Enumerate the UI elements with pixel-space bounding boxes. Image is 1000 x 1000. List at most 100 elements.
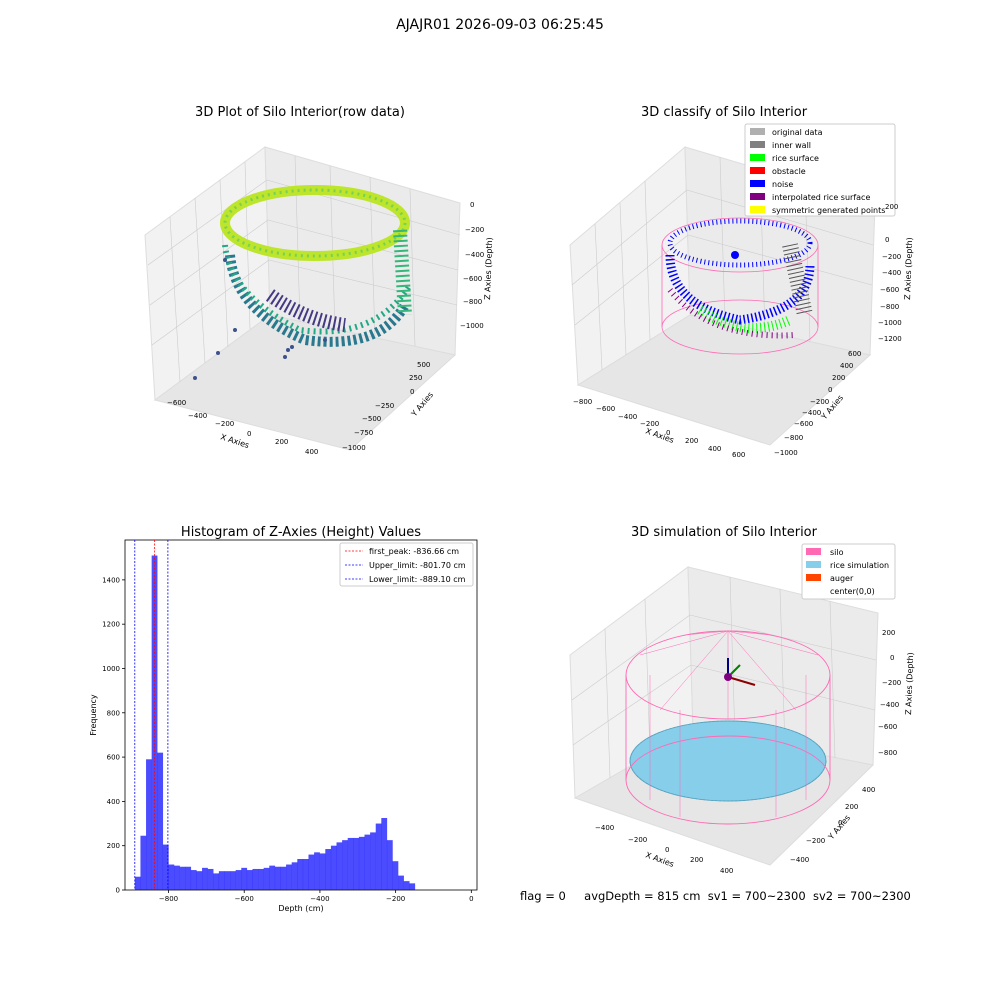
histogram-bar [252, 868, 259, 890]
histogram-xtick-label: −800 [159, 895, 178, 903]
legend-swatch-interpolated [750, 193, 765, 200]
histogram-bar [185, 866, 192, 890]
histogram-bar [330, 845, 337, 890]
legend-swatch-original [750, 128, 765, 135]
raw-ytick: 500 [417, 361, 430, 369]
histogram-ytick-label: 1000 [102, 665, 120, 673]
histogram-bar [409, 883, 416, 890]
legend-swatch-symmetric [750, 206, 765, 213]
classify-ztick: 200 [885, 203, 898, 211]
classify-zlabel: Z Axies (Depth) [903, 237, 914, 300]
histogram-ytick-label: 600 [107, 754, 120, 762]
figure-title: AJAJR01 2026-09-03 06:25:45 [396, 17, 604, 33]
histogram-bar [274, 866, 281, 890]
simulation-ytick: −200 [806, 837, 825, 845]
legend-label: symmetric generated points [772, 206, 885, 215]
simulation-xtick: 400 [720, 867, 733, 875]
histogram-bar [241, 867, 248, 890]
histogram-bar [308, 854, 315, 890]
legend-label: center(0,0) [830, 587, 875, 596]
histogram-bar [302, 858, 309, 890]
classify-xtick: −600 [596, 405, 615, 413]
legend-swatch-auger [806, 574, 821, 581]
simulation-xtick: 200 [690, 856, 703, 864]
legend-swatch-noise [750, 180, 765, 187]
classify-ztick: 0 [885, 236, 889, 244]
raw-point-cloud [193, 185, 413, 380]
raw-3d-panel: 3D Plot of Silo Interior(row data) −600 … [144, 105, 494, 456]
legend-swatch-obstacle [750, 167, 765, 174]
simulation-center-axes [724, 658, 756, 686]
histogram-bar [392, 861, 399, 890]
legend-label: interpolated rice surface [772, 193, 870, 202]
legend-label: auger [830, 574, 854, 583]
histogram-chart: Histogram of Z-Axies (Height) Values −80… [89, 525, 478, 913]
histogram-bar [224, 871, 231, 890]
histogram-bar [353, 837, 360, 890]
classify-xtick: 0 [666, 429, 670, 437]
raw-xtick: −600 [167, 399, 186, 407]
histogram-bar [291, 862, 298, 890]
histogram-bar [230, 871, 236, 890]
classify-ztick: −1200 [878, 335, 902, 343]
histogram-ytick-label: 200 [107, 842, 120, 850]
simulation-xlabel: X Axies [644, 850, 675, 869]
raw-xtick: −200 [215, 420, 234, 428]
simulation-legend: silo rice simulation auger center(0,0) [801, 543, 896, 600]
raw-title: 3D Plot of Silo Interior(row data) [195, 105, 405, 120]
classify-xtick: 400 [708, 445, 721, 453]
histogram-bar [297, 858, 304, 890]
classify-ytick: −400 [802, 409, 821, 417]
histogram-bar [319, 853, 326, 890]
raw-ztick: 0 [470, 201, 474, 209]
sv2-text: sv2 = 700~2300 [812, 889, 911, 903]
histogram-bar [174, 865, 180, 890]
raw-ztick: −400 [465, 251, 484, 259]
raw-xlabel: X Axies [219, 432, 250, 450]
histogram-legend: first_peak: -836.66 cm Upper_limit: -801… [339, 542, 474, 587]
histogram-xtick-label: −400 [310, 895, 329, 903]
histogram-bar [146, 759, 152, 890]
histogram-bar [347, 837, 354, 890]
classify-ztick: −400 [882, 269, 901, 277]
histogram-bar [280, 866, 287, 890]
classify-ytick: 200 [832, 374, 845, 382]
histogram-bar [190, 870, 197, 890]
classify-ytick: 0 [828, 386, 832, 394]
histogram-bar [140, 835, 147, 890]
raw-ztick: −200 [465, 226, 484, 234]
raw-ztick: −800 [463, 298, 482, 306]
histogram-bar [314, 852, 320, 890]
simulation-silo [625, 630, 831, 825]
legend-label: silo [830, 548, 844, 557]
histogram-bar [403, 881, 410, 890]
histogram-bar [235, 870, 242, 890]
classify-ytick: −1000 [774, 449, 798, 457]
histogram-ytick-label: 1200 [102, 621, 120, 629]
simulation-title: 3D simulation of Silo Interior [631, 525, 818, 540]
histogram-xtick-label: 0 [469, 895, 473, 903]
avg-depth-text: avgDepth = 815 cm [584, 889, 701, 903]
classify-ztick: −200 [882, 253, 901, 261]
classify-ytick: −200 [810, 398, 829, 406]
histogram-axes-frame [124, 539, 478, 891]
simulation-3d-panel: 3D simulation of Silo Interior silo [569, 525, 915, 875]
legend-label: obstacle [772, 167, 806, 176]
simulation-ytick: 0 [838, 819, 842, 827]
simulation-ztick: −800 [878, 749, 897, 757]
legend-label: inner wall [772, 141, 811, 150]
classify-ztick: −800 [880, 303, 899, 311]
classify-floor [576, 314, 872, 446]
histogram-bar [269, 865, 276, 890]
simulation-ytick: 400 [862, 786, 875, 794]
raw-ytick: −1000 [342, 444, 366, 452]
simulation-ytick: −400 [790, 856, 809, 864]
raw-ytick: −500 [362, 415, 381, 423]
histogram-xtick-label: −200 [386, 895, 405, 903]
classify-3d-panel: 3D classify of Silo Interior original da… [569, 105, 914, 459]
histogram-bar [370, 832, 376, 890]
histogram-ytick-label: 400 [107, 798, 120, 806]
histogram-ytick-label: 1400 [102, 576, 120, 584]
legend-first-peak: first_peak: -836.66 cm [369, 547, 459, 556]
simulation-xtick: −400 [595, 824, 614, 832]
